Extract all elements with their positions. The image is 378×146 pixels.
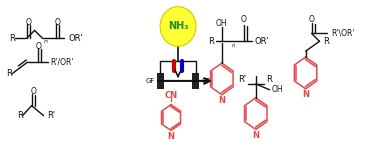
Text: O: O [308,15,314,24]
Text: N: N [167,132,175,141]
Text: NH₃: NH₃ [168,21,188,31]
Text: N: N [302,90,309,99]
FancyBboxPatch shape [192,73,200,89]
FancyBboxPatch shape [156,73,164,89]
Text: N: N [252,131,259,140]
Text: O: O [36,42,42,51]
Text: O: O [241,15,247,24]
Text: n: n [232,43,235,48]
Text: R': R' [48,111,56,120]
Text: R: R [324,37,329,46]
Text: GF: GF [201,78,211,84]
Text: R: R [6,69,12,79]
Text: GF: GF [145,78,155,84]
Ellipse shape [160,7,196,46]
Text: R': R' [238,75,246,84]
Text: O: O [30,87,36,96]
Text: OR': OR' [255,37,270,46]
Text: R: R [17,111,23,120]
Text: R: R [9,34,14,43]
Text: R'\OR': R'\OR' [332,29,355,38]
Text: N: N [218,96,225,105]
Text: OR': OR' [68,34,83,43]
Text: R: R [208,37,214,46]
Text: OH: OH [272,85,284,94]
Text: n: n [43,39,48,44]
Text: R: R [266,75,271,84]
Text: CN: CN [164,91,178,100]
Text: OH: OH [216,19,228,28]
Text: R'/OR': R'/OR' [51,58,74,67]
Text: O: O [25,18,31,27]
Text: O: O [55,18,61,27]
